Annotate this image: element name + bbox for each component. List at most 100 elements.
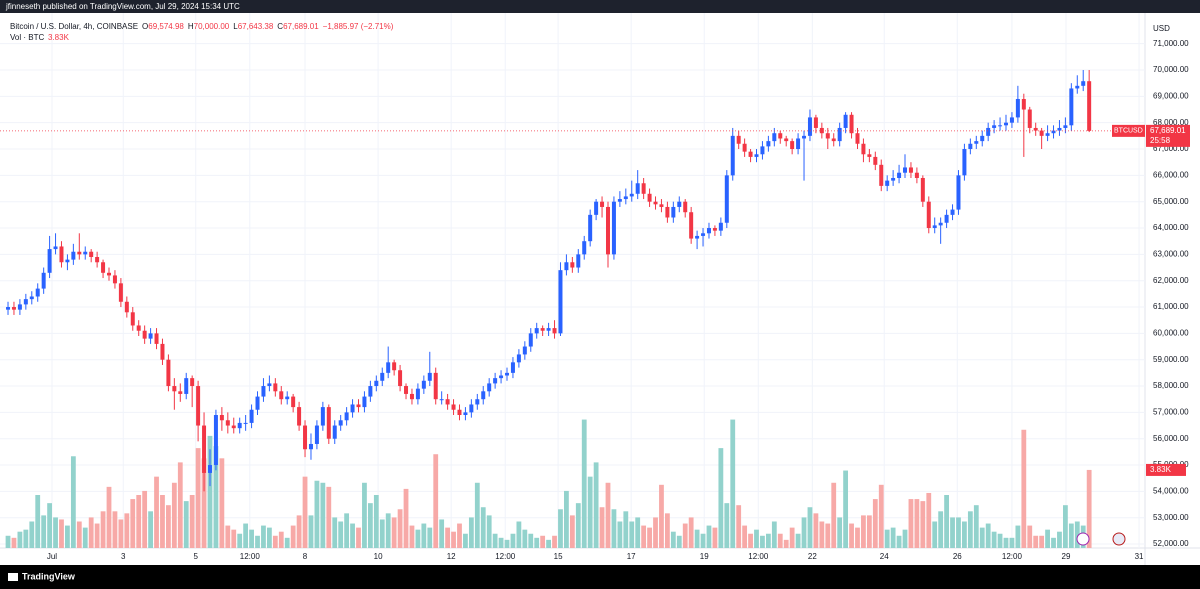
- candle-body: [59, 246, 64, 263]
- candle-body: [653, 201, 658, 205]
- candle-body: [950, 209, 955, 215]
- candle-body: [677, 201, 682, 207]
- volume-bar: [558, 509, 563, 548]
- volume-bar: [528, 533, 534, 548]
- candle-body: [600, 201, 605, 207]
- candle-body: [89, 251, 94, 257]
- volume-bar: [1027, 525, 1033, 548]
- candle-body: [564, 262, 569, 271]
- y-tick-label: 59,000.00: [1153, 355, 1189, 364]
- volume-bar: [397, 509, 403, 548]
- volume-bar: [1062, 505, 1068, 548]
- volume-bar: [421, 523, 427, 548]
- candle-body: [903, 167, 908, 173]
- volume-bar: [950, 517, 955, 548]
- volume-bar: [581, 419, 587, 548]
- volume-bar: [5, 535, 11, 548]
- volume-bar: [700, 533, 706, 548]
- volume-bar: [160, 495, 165, 548]
- candle-body: [594, 201, 599, 215]
- volume-bar: [765, 533, 771, 548]
- candle-body: [404, 386, 409, 394]
- volume-bar: [623, 511, 629, 548]
- candle-body: [202, 425, 207, 473]
- volume-bar: [706, 525, 712, 548]
- candle-body: [730, 135, 735, 176]
- volume-bar: [302, 476, 308, 548]
- volume-bar: [183, 501, 189, 548]
- candle-body: [784, 138, 789, 142]
- candle-body: [552, 328, 557, 334]
- volume-bar: [902, 529, 908, 548]
- icon[interactable]: [1112, 532, 1126, 546]
- candle-body: [148, 333, 153, 339]
- candle-body: [706, 228, 711, 234]
- volume-bar: [47, 503, 53, 548]
- y-tick-label: 62,000.00: [1153, 276, 1189, 285]
- volume-bar: [409, 525, 415, 548]
- candle-body: [1087, 81, 1092, 131]
- candle-body: [207, 465, 212, 473]
- candle-body: [861, 143, 866, 155]
- candle-body: [481, 391, 486, 400]
- volume-bar: [1021, 429, 1027, 548]
- volume-bar: [516, 521, 522, 548]
- candle-body: [908, 167, 913, 173]
- x-tick-label: 12:00: [1002, 552, 1023, 561]
- volume-bar: [391, 517, 397, 548]
- last-price-label: 67,689.01: [1150, 126, 1186, 135]
- x-tick-label: 19: [700, 552, 709, 561]
- volume-bar: [338, 521, 344, 548]
- volume-bar: [70, 456, 76, 548]
- candle-body: [65, 259, 70, 263]
- candle-body: [118, 283, 123, 302]
- candle-body: [17, 304, 22, 310]
- candle-body: [843, 114, 848, 128]
- volume-bar: [379, 519, 385, 548]
- candle-body: [303, 425, 308, 450]
- candle-body: [469, 404, 474, 413]
- volume-bar: [676, 535, 682, 548]
- top-bar: [0, 0, 1200, 13]
- candle-body: [457, 409, 462, 416]
- candle-body: [386, 362, 391, 373]
- candle-body: [790, 141, 795, 150]
- candle-body: [605, 206, 610, 255]
- volume-bar: [1009, 537, 1015, 548]
- candle-body: [754, 154, 759, 157]
- x-tick-label: 10: [374, 552, 383, 561]
- candle-body: [101, 262, 106, 273]
- volume-bar: [849, 523, 854, 548]
- candle-body: [1027, 109, 1032, 128]
- volume-bar: [94, 523, 100, 548]
- candle-body: [974, 141, 979, 144]
- candle-body: [647, 193, 652, 202]
- volume-bar: [843, 470, 849, 548]
- footer-bar: [0, 565, 1200, 589]
- volume-bar: [237, 533, 243, 548]
- candle-body: [297, 407, 302, 426]
- y-tick-label: 58,000.00: [1153, 381, 1189, 390]
- icon[interactable]: [1076, 532, 1090, 546]
- volume-bar: [789, 527, 795, 548]
- volume-bar: [575, 503, 581, 548]
- candle-body: [944, 214, 949, 223]
- volume-bar: [439, 519, 445, 548]
- candle-body: [825, 133, 830, 139]
- candle-body: [463, 412, 468, 416]
- volume-bar: [451, 531, 456, 548]
- candle-body: [107, 272, 112, 276]
- volume-bar: [189, 495, 195, 548]
- symbol-label: BTCUSD: [1114, 128, 1143, 135]
- byline: jfinneseth published on TradingView.com,…: [5, 2, 240, 11]
- brand: TradingView: [22, 571, 76, 581]
- y-tick-label: 52,000.00: [1153, 539, 1189, 548]
- volume-bar: [314, 480, 320, 548]
- legend-key: H: [188, 22, 194, 31]
- candle-body: [712, 228, 717, 231]
- volume-bar: [908, 499, 914, 548]
- x-tick-label: 15: [554, 552, 563, 561]
- candle-body: [813, 117, 818, 128]
- candle-body: [891, 177, 896, 181]
- volume-bar: [587, 476, 593, 548]
